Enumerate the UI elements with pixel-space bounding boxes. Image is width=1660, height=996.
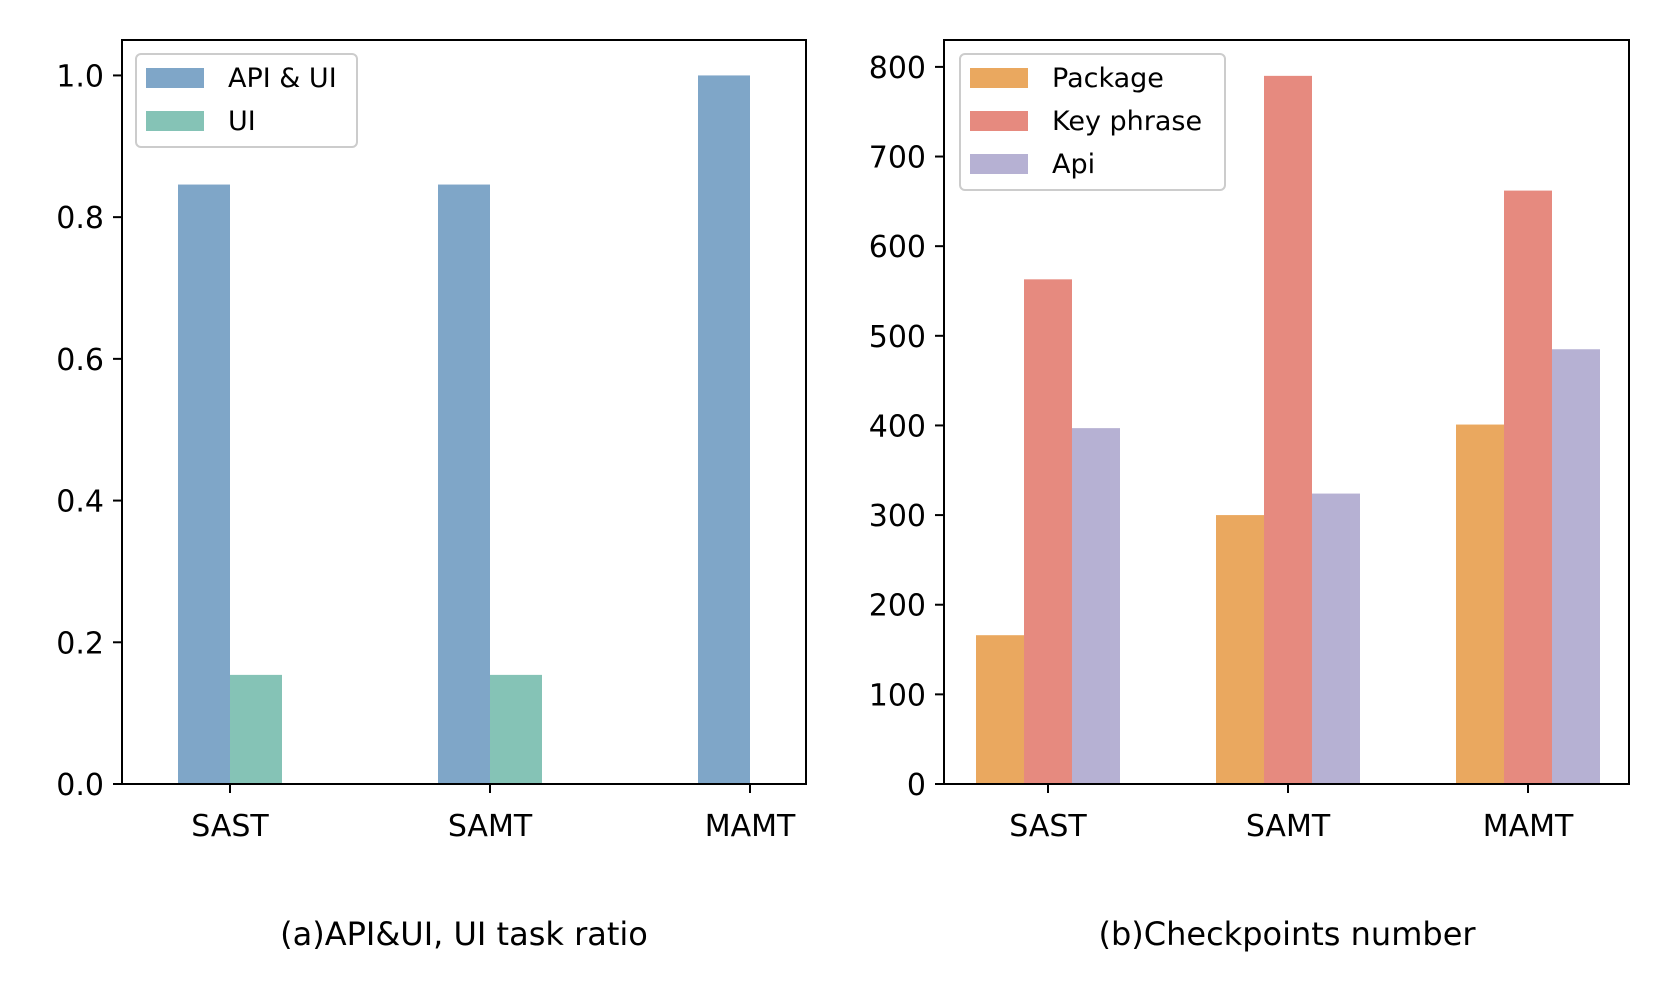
- bar-api-ui-mamt: [698, 75, 750, 784]
- y-tick-label: 200: [869, 589, 926, 624]
- legend-swatch: [146, 111, 204, 131]
- axes-frame: [121, 39, 807, 785]
- bar-api-sast: [1072, 428, 1120, 784]
- y-tick-label: 400: [869, 409, 926, 444]
- y-tick-label: 800: [869, 51, 926, 86]
- y-tick-label: 0.8: [56, 201, 104, 236]
- caption-b: (b)Checkpoints number: [1098, 915, 1476, 953]
- x-tick-label: SAMT: [448, 809, 533, 844]
- x-tick-label: MAMT: [705, 809, 796, 844]
- x-tick-label: MAMT: [1483, 809, 1574, 844]
- legend-swatch: [970, 154, 1028, 174]
- y-tick-label: 500: [869, 320, 926, 355]
- legend-swatch: [970, 68, 1028, 88]
- bar-package-sast: [976, 635, 1024, 784]
- y-tick-label: 100: [869, 678, 926, 713]
- y-tick-label: 300: [869, 499, 926, 534]
- bar-ui-samt: [490, 674, 542, 784]
- axes-frame: [943, 39, 1630, 785]
- y-tick-label: 0.0: [56, 768, 104, 803]
- legend-swatch: [146, 68, 204, 88]
- bar-ui-sast: [230, 674, 282, 784]
- bar-api-samt: [1312, 493, 1360, 784]
- x-tick-label: SAMT: [1246, 809, 1331, 844]
- bar-key-phrase-samt: [1264, 75, 1312, 785]
- legend-label: Api: [1052, 149, 1095, 180]
- legend-label: Key phrase: [1052, 106, 1202, 137]
- y-tick-label: 0: [907, 768, 926, 803]
- bar-api-ui-sast: [178, 184, 230, 784]
- chart-a: 0.0 0.2 0.4 0.6 0.8 1.0 SAST SAMT MAMT (a)API&UI,…: [56, 39, 807, 953]
- legend-swatch: [970, 111, 1028, 131]
- legend-label: Package: [1052, 63, 1164, 94]
- y-tick-label: 0.4: [56, 485, 104, 520]
- bar-key-phrase-mamt: [1504, 190, 1552, 784]
- x-tick-label: SAST: [191, 809, 269, 844]
- legend-label: UI: [228, 106, 256, 137]
- bar-package-samt: [1216, 515, 1264, 784]
- legend: Package Key phrase Api: [959, 53, 1226, 191]
- y-tick-label: 700: [869, 141, 926, 176]
- bar-key-phrase-sast: [1024, 279, 1072, 784]
- y-tick-label: 0.6: [56, 343, 104, 378]
- caption-a: (a)API&UI, UI task ratio: [280, 915, 648, 953]
- y-tick-label: 0.2: [56, 626, 104, 661]
- legend-label: API & UI: [228, 63, 337, 94]
- bar-package-mamt: [1456, 424, 1504, 784]
- legend: API & UI UI: [135, 53, 358, 148]
- bar-api-mamt: [1552, 349, 1600, 784]
- x-tick-label: SAST: [1009, 809, 1087, 844]
- bar-api-ui-samt: [438, 184, 490, 784]
- y-tick-label: 1.0: [56, 59, 104, 94]
- chart-b: 0 100 200 300 400 500 600 700 800 SAST SAMT MAMT (b)…: [869, 39, 1630, 953]
- y-tick-label: 600: [869, 230, 926, 265]
